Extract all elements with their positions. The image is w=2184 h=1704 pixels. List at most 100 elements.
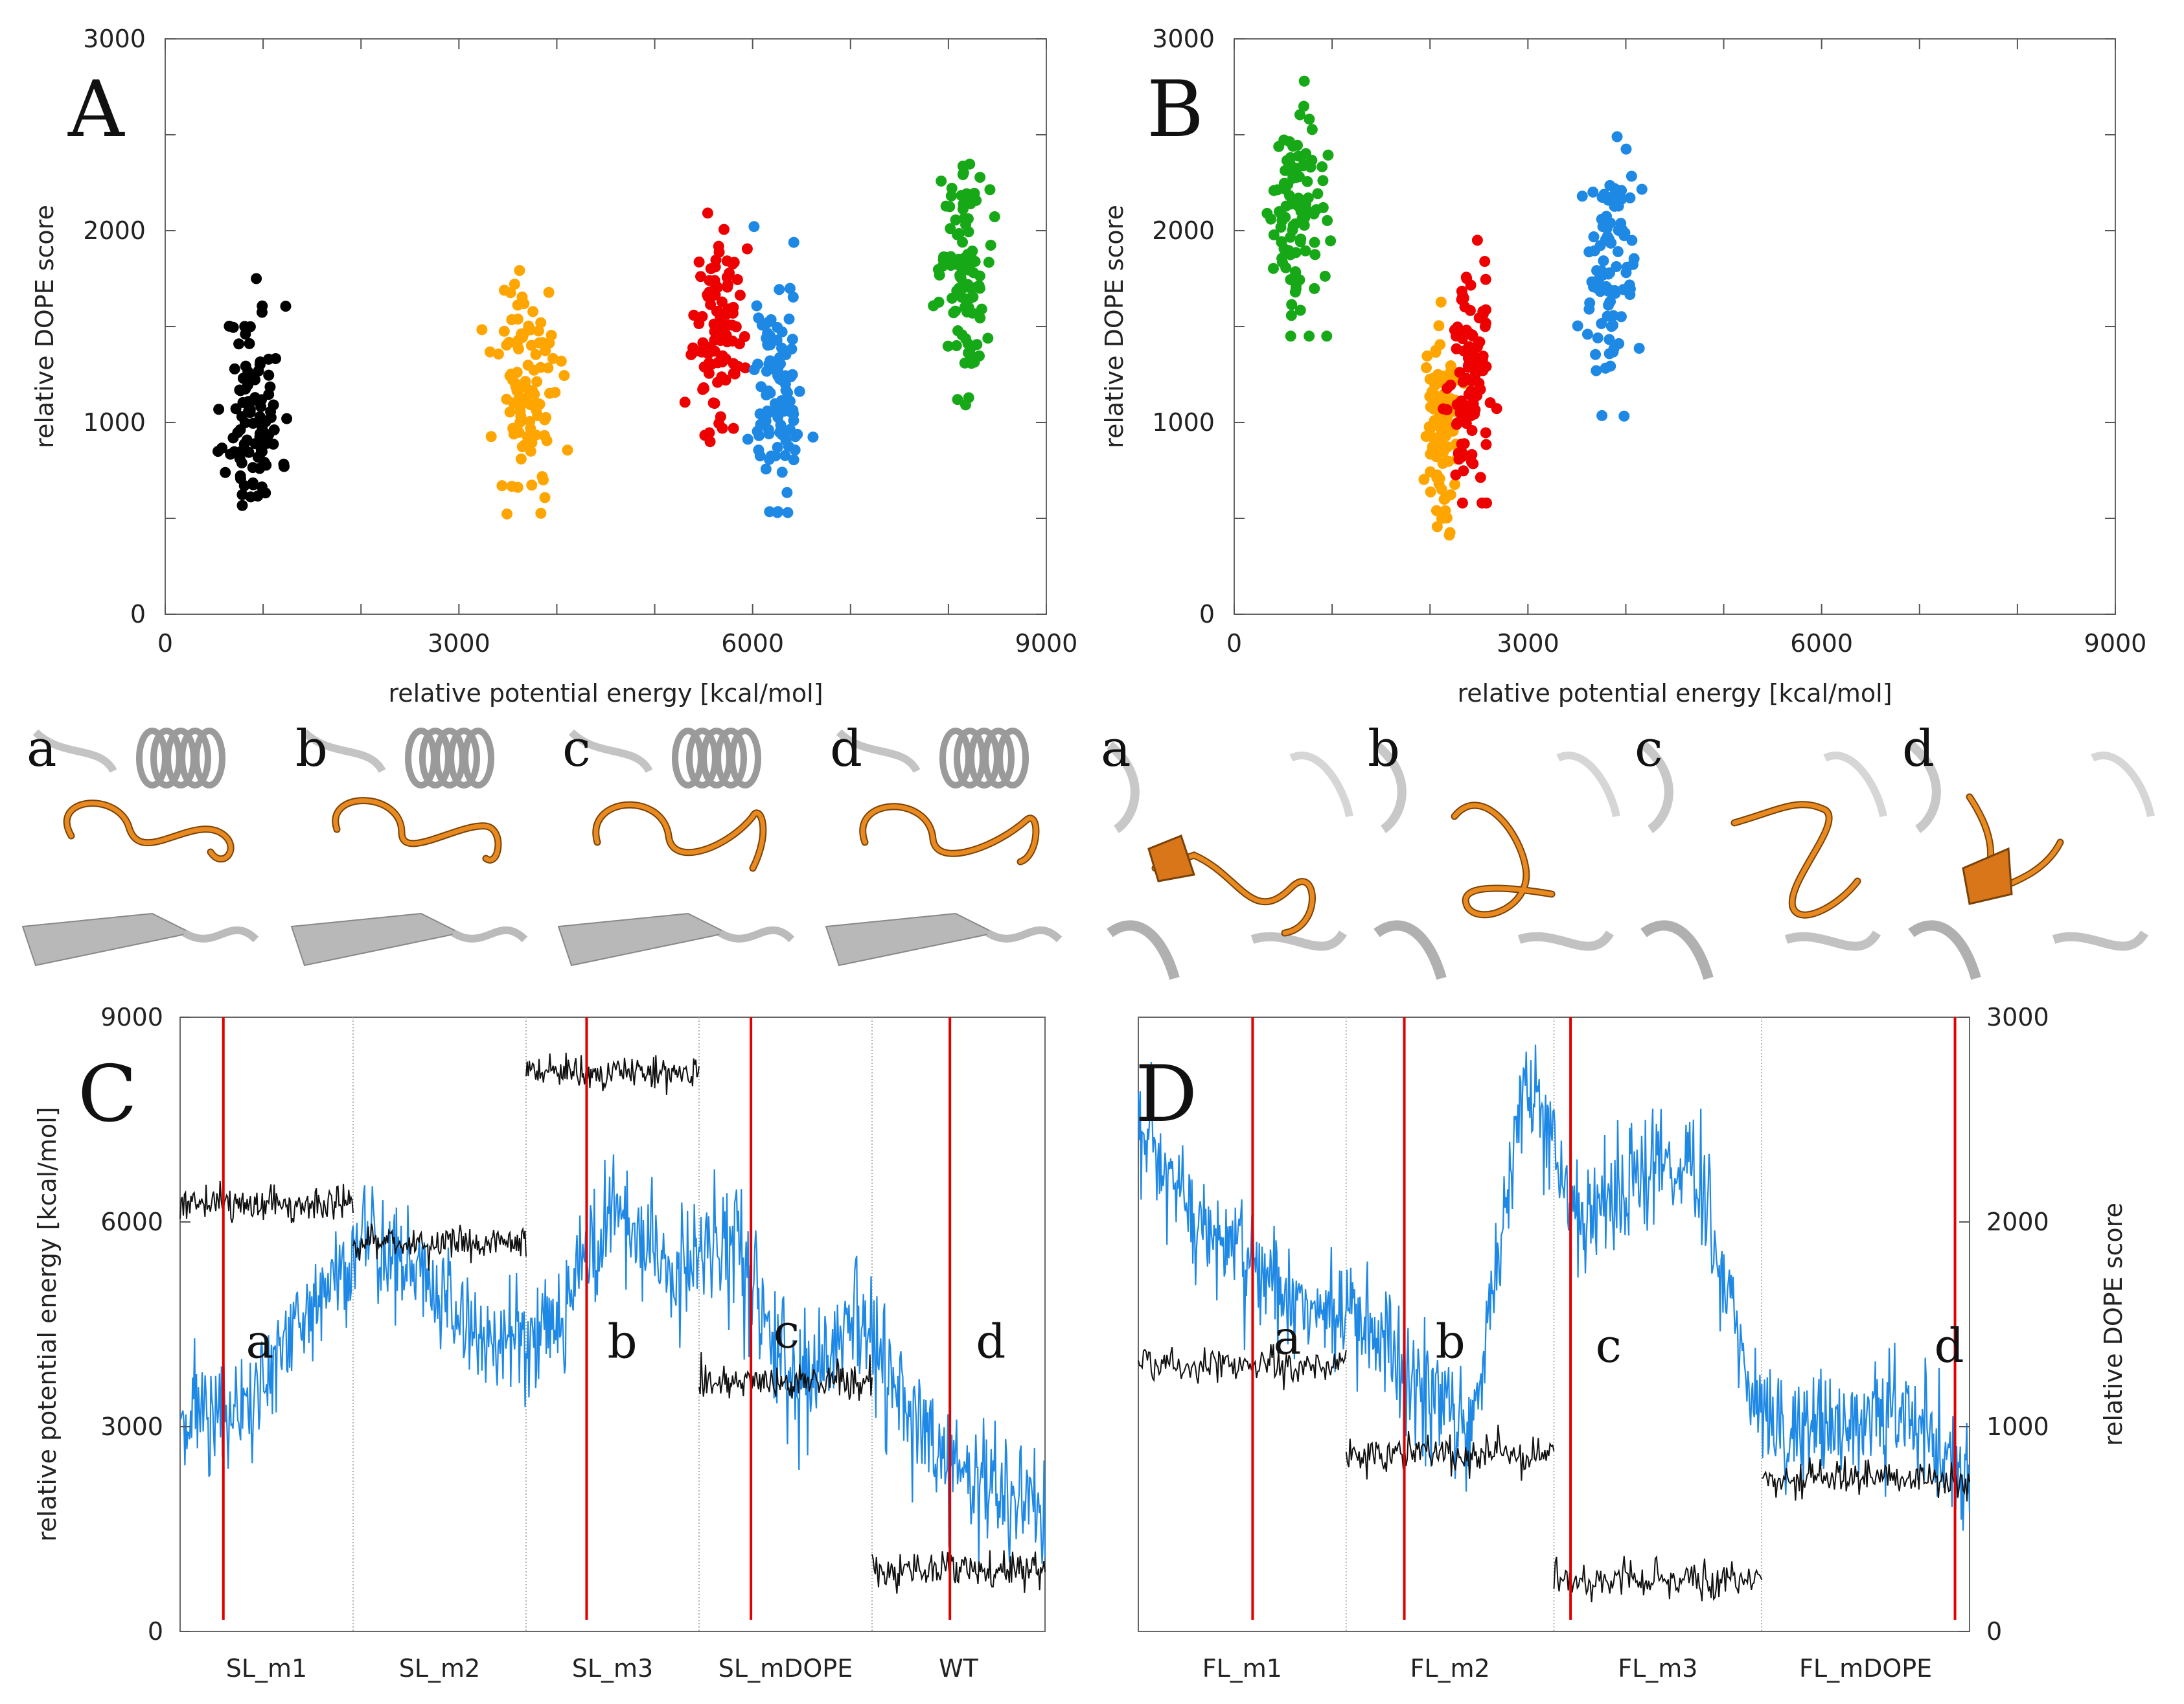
data-point-blue — [1604, 334, 1615, 345]
energy-line-FL_m3 — [1553, 1555, 1763, 1602]
data-point-red — [716, 296, 728, 308]
data-point-blue — [765, 337, 777, 349]
data-point-black — [238, 480, 250, 492]
data-point-black — [259, 457, 270, 468]
data-point-orange — [535, 507, 547, 519]
data-point-green — [1286, 299, 1298, 310]
x-tick-label: 3000 — [428, 629, 490, 658]
coil — [1908, 741, 1941, 833]
data-point-blue — [751, 300, 763, 312]
structure-thumb-right-b: b — [1364, 719, 1620, 988]
data-point-orange — [522, 431, 533, 443]
panel-c-frame — [179, 1017, 1046, 1632]
data-point-green — [1317, 175, 1329, 187]
data-point-red — [687, 342, 699, 354]
data-point-orange — [1429, 415, 1440, 426]
data-point-green — [969, 256, 981, 268]
panel-b-xlabel: relative potential energy [kcal/mol] — [1457, 679, 1892, 708]
data-point-green — [971, 339, 983, 351]
y-tick-label: 1000 — [1986, 1412, 2049, 1441]
data-point-blue — [1598, 255, 1609, 267]
x-tick-label: 3000 — [1497, 629, 1559, 658]
segment-label: FL_m3 — [1618, 1654, 1697, 1683]
data-point-green — [1291, 280, 1302, 292]
panel-b-ticks: 0 3000 6000 9000 0 1000 2000 3000 — [1152, 25, 2146, 658]
data-point-green — [1280, 165, 1291, 176]
data-point-blue — [779, 450, 791, 461]
data-point-green — [936, 175, 947, 187]
data-point-orange — [536, 337, 548, 349]
panel-d-ylabel: relative DOPE score — [2099, 1203, 2128, 1446]
data-point-green — [1298, 100, 1309, 112]
data-point-green — [974, 312, 986, 324]
data-point-red — [1461, 328, 1473, 340]
data-point-orange — [1432, 369, 1444, 380]
loop-ribbon — [64, 801, 233, 862]
thumb-letter: c — [1635, 720, 1663, 778]
data-point-green — [932, 264, 944, 275]
data-point-green — [1309, 249, 1321, 260]
data-point-orange — [1418, 474, 1430, 485]
data-point-red — [707, 397, 719, 409]
data-point-red — [1479, 256, 1491, 268]
frame-letter-c: c — [1596, 1318, 1622, 1373]
data-point-orange — [555, 355, 567, 367]
data-point-orange — [1421, 350, 1433, 362]
panel-c-trajectory: SL_m1 SL_m2 SL_m3 SL_mDOPE WT a b c d 0 3000 6000 90… — [33, 1003, 1046, 1683]
data-point-orange — [1428, 403, 1440, 415]
data-point-orange — [512, 299, 523, 311]
data-point-green — [1287, 172, 1298, 184]
segment-label: FL_m2 — [1410, 1654, 1490, 1683]
data-point-orange — [1421, 362, 1432, 373]
energy-line-SL_m1 — [179, 1180, 354, 1224]
data-point-orange — [526, 479, 538, 491]
data-point-green — [1312, 188, 1324, 200]
data-point-black — [254, 411, 266, 422]
data-point-red — [724, 267, 735, 279]
data-point-green — [956, 329, 968, 341]
data-point-blue — [753, 430, 765, 441]
data-point-blue — [1588, 279, 1600, 290]
data-point-red — [1465, 410, 1477, 422]
thumb-letter: a — [27, 720, 57, 778]
data-point-red — [713, 246, 725, 258]
data-point-black — [244, 338, 255, 349]
data-point-green — [1267, 262, 1279, 274]
data-point-orange — [1432, 443, 1443, 454]
data-point-red — [727, 307, 739, 319]
coil — [1250, 930, 1347, 951]
data-point-green — [1300, 245, 1311, 257]
coil — [836, 729, 921, 774]
data-point-green — [963, 302, 974, 314]
data-point-green — [1302, 176, 1313, 187]
data-point-blue — [764, 355, 776, 367]
data-point-red — [1457, 450, 1469, 462]
coil — [182, 926, 259, 943]
structure-thumb-right-c: c — [1631, 719, 1887, 988]
data-point-green — [1287, 224, 1298, 236]
y-tick-label: 0 — [130, 600, 146, 628]
data-point-red — [1466, 449, 1478, 461]
data-point-blue — [785, 406, 797, 418]
data-point-green — [960, 219, 972, 231]
y-tick-label: 3000 — [1152, 25, 1215, 53]
x-tick-label: 9000 — [1015, 629, 1078, 658]
data-point-green — [1285, 330, 1296, 342]
data-point-orange — [510, 380, 522, 392]
data-point-orange — [1427, 432, 1439, 443]
thumb-letter: c — [562, 720, 591, 778]
panel-b-ylabel: relative DOPE score — [1100, 205, 1129, 448]
data-point-orange — [1436, 434, 1447, 446]
thumb-letter: d — [1902, 720, 1935, 778]
data-point-blue — [779, 378, 791, 390]
data-point-green — [1321, 330, 1333, 342]
frame-letter-d: d — [1934, 1318, 1964, 1373]
data-point-orange — [539, 492, 551, 503]
data-point-blue — [781, 487, 793, 498]
data-point-orange — [1443, 455, 1454, 467]
data-point-blue — [773, 358, 785, 369]
data-point-green — [1295, 233, 1307, 245]
data-point-green — [1281, 155, 1293, 167]
coil — [1374, 741, 1407, 833]
y-tick-label: 2000 — [83, 216, 146, 245]
